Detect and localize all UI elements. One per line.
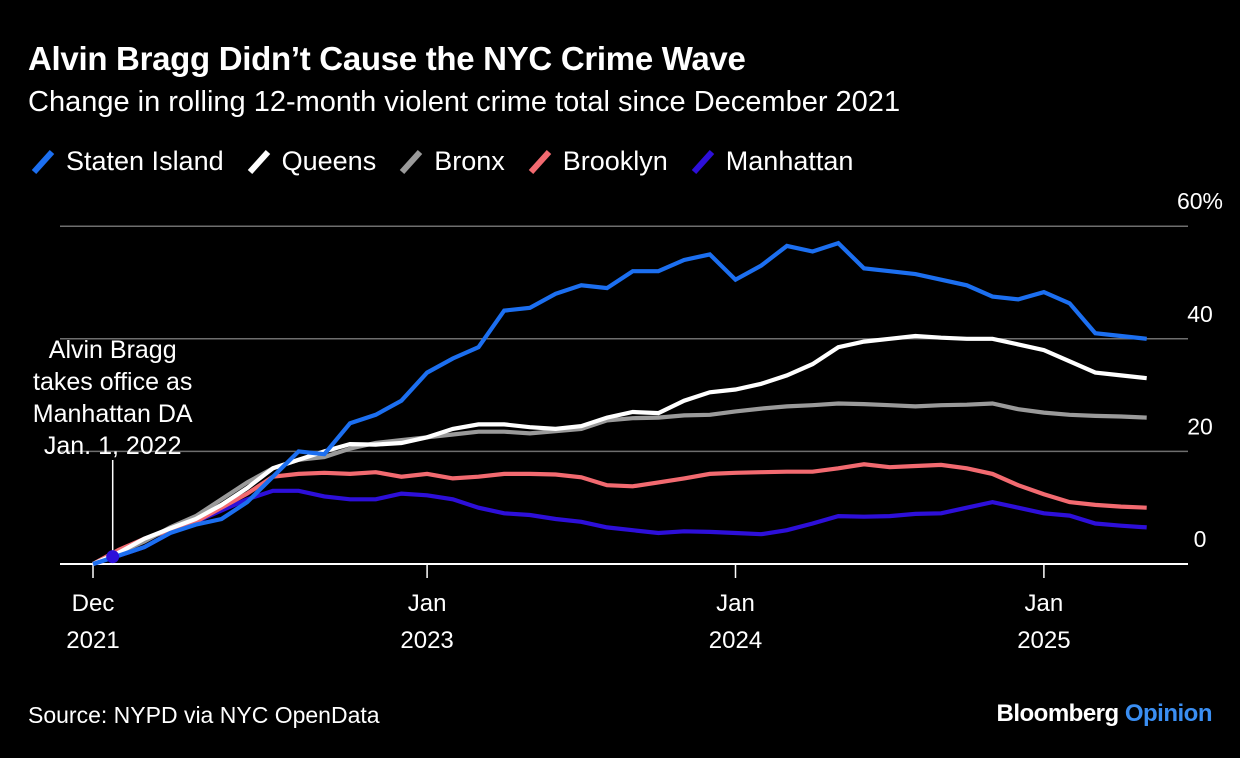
legend-swatch-queens	[247, 149, 270, 174]
x-tick-label: Jan	[1025, 590, 1064, 617]
annotation-layer: Alvin Bragg takes office as Manhattan DA Ja…	[33, 336, 193, 560]
annotation-marker-dot	[106, 550, 120, 564]
legend-swatch-bronx	[399, 149, 423, 174]
x-tick-label: 2024	[709, 627, 762, 654]
x-tick-label: Dec	[72, 590, 115, 617]
chart-title: Alvin Bragg Didn’t Cause the NYC Crime W…	[28, 40, 746, 77]
x-tick-label: 2025	[1017, 627, 1070, 654]
chart-subtitle: Change in rolling 12-month violent crime…	[28, 86, 901, 118]
x-tick-label: 2023	[400, 627, 453, 654]
y-tick-label: 20	[1187, 413, 1213, 439]
legend-swatch-line	[528, 149, 551, 174]
legend-label: Manhattan	[725, 146, 854, 176]
legend-swatch-line	[31, 149, 55, 174]
series-line-manhattan	[92, 488, 1147, 566]
x-tick-label: 2021	[66, 627, 119, 654]
annotation-text: Manhattan DA	[33, 400, 193, 428]
annotation-text: Jan. 1, 2022	[44, 432, 182, 460]
legend: Staten Island Queens Bronx Brooklyn Manh…	[30, 146, 875, 177]
legend-item-manhattan: Manhattan	[690, 146, 854, 177]
y-tick-label: 60%	[1177, 188, 1223, 214]
legend-label: Staten Island	[66, 146, 224, 176]
legend-swatch-line	[399, 149, 423, 174]
y-tick-label: 40	[1187, 301, 1213, 327]
y-tick-label: 0	[1194, 526, 1207, 552]
legend-label: Queens	[281, 146, 377, 176]
legend-swatch-staten-island	[31, 149, 55, 174]
x-tick-label: Jan	[408, 590, 447, 617]
legend-item-bronx: Bronx	[398, 146, 505, 177]
source-note: Source: NYPD via NYC OpenData	[28, 702, 380, 728]
legend-swatch-brooklyn	[528, 149, 551, 174]
legend-label: Brooklyn	[562, 146, 668, 176]
legend-item-staten-island: Staten Island	[30, 146, 224, 177]
series-line-staten-island	[92, 240, 1147, 566]
annotation-text: Alvin Bragg	[49, 336, 177, 364]
series-layer	[91, 240, 1147, 566]
bloomberg-opinion-logo: Bloomberg Opinion	[997, 700, 1213, 728]
legend-swatch-line	[691, 149, 715, 174]
legend-label: Bronx	[434, 146, 505, 176]
legend-item-brooklyn: Brooklyn	[527, 146, 668, 177]
axis-layer: 0 20 40 60% Dec 2021 Jan 2023 Jan 2024 Jan 2025	[66, 188, 1223, 654]
x-tick-label: Jan	[716, 590, 755, 617]
annotation-text: takes office as	[33, 368, 192, 396]
legend-item-queens: Queens	[246, 146, 377, 177]
marker-layer	[106, 550, 120, 564]
legend-swatch-manhattan	[691, 149, 715, 174]
legend-swatch-line	[247, 149, 270, 174]
series-line-queens	[92, 333, 1147, 566]
brand-suffix: Opinion	[1124, 700, 1213, 727]
brand-name: Bloomberg	[996, 700, 1120, 727]
